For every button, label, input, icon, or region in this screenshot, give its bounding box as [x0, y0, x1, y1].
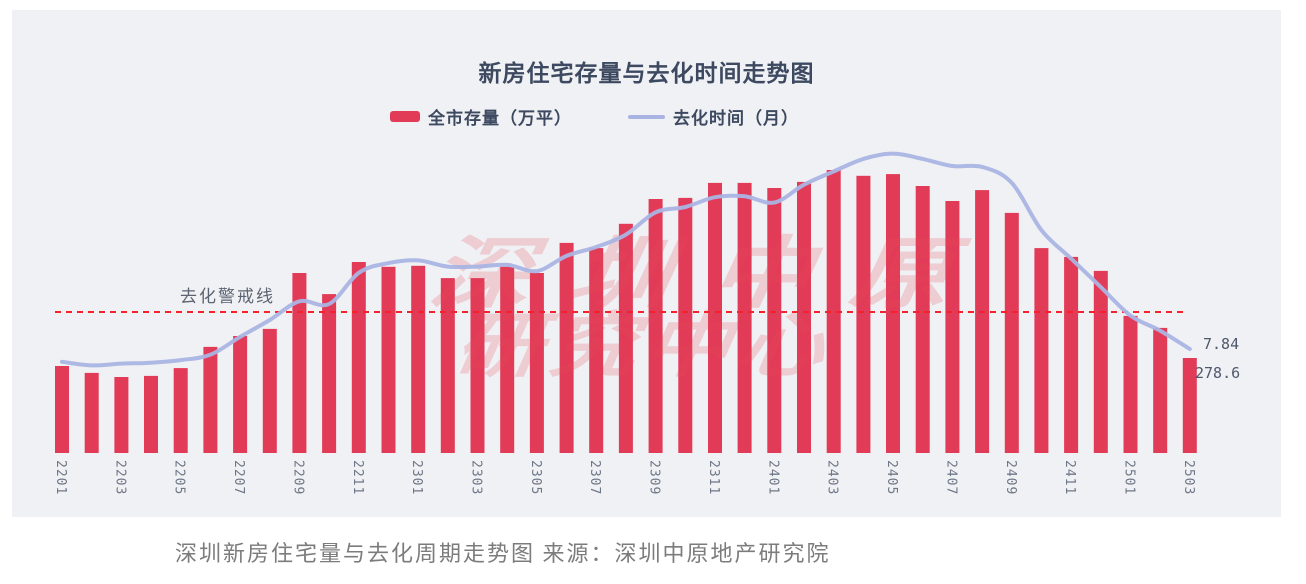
- watermark-text-line2: 研究中心: [450, 306, 838, 386]
- inventory-bar-2302: [440, 278, 455, 453]
- inventory-bar-2502: [1153, 327, 1168, 453]
- x-tick-label-2303: 2303: [469, 460, 484, 495]
- line-end-value-label: 7.84: [1203, 335, 1240, 353]
- x-tick-label-2203: 2203: [112, 460, 127, 495]
- inventory-bar-2405: [886, 174, 900, 453]
- x-tick-label-2501: 2501: [1121, 460, 1136, 495]
- inventory-bar-2403: [826, 170, 841, 453]
- x-tick-label-2305: 2305: [528, 460, 543, 495]
- inventory-bar-2501: [1123, 315, 1138, 453]
- warning-line-label: 去化警戒线: [180, 287, 275, 306]
- inventory-bar-2410: [1034, 248, 1049, 453]
- inventory-bar-2304: [500, 266, 515, 453]
- x-tick-label-2401: 2401: [765, 460, 780, 495]
- legend-label-inventory: 全市存量（万平）: [428, 109, 572, 128]
- chart-title: 新房住宅存量与去化时间走势图: [478, 60, 815, 86]
- legend: 全市存量（万平） 去化时间（月）: [390, 104, 799, 129]
- x-tick-label-2205: 2205: [172, 460, 187, 495]
- bar-end-value-label: 278.6: [1195, 364, 1241, 382]
- x-tick-label-2201: 2201: [53, 460, 68, 495]
- inventory-bar-2306: [559, 242, 574, 453]
- x-tick-label-2301: 2301: [409, 460, 424, 495]
- inventory-bar-2407: [945, 201, 960, 453]
- x-tick-label-2307: 2307: [587, 460, 602, 495]
- inventory-bar-2406: [915, 186, 930, 453]
- legend-line-swatch-icon: [628, 114, 665, 119]
- inventory-bar-2309: [648, 199, 663, 453]
- inventory-bar-2206: [203, 346, 218, 453]
- inventory-bar-2212: [381, 266, 396, 453]
- chart-panel: 2201 2203 2205 2207 2209 2211 2301 2303 2305 2307…: [12, 10, 1281, 517]
- x-tick-label-2411: 2411: [1062, 460, 1077, 495]
- inventory-bar-2211: [351, 262, 366, 453]
- x-tick-label-2309: 2309: [647, 460, 662, 495]
- inventory-bar-2208: [262, 328, 277, 453]
- inventory-bar-2408: [975, 190, 990, 453]
- x-tick-label-2311: 2311: [706, 460, 721, 495]
- inventory-bar-2205: [173, 368, 188, 453]
- x-tick-label-2209: 2209: [290, 460, 305, 495]
- inventory-bar-2209: [292, 273, 307, 453]
- x-tick-label-2405: 2405: [884, 460, 899, 495]
- inventory-bar-2308: [618, 223, 633, 453]
- legend-item-months[interactable]: 去化时间（月）: [628, 104, 799, 129]
- inventory-bar-2409: [1004, 212, 1019, 453]
- legend-bar-swatch-icon: [390, 111, 420, 122]
- x-tick-label-2211: 2211: [350, 460, 365, 495]
- inventory-bar-2307: [589, 248, 604, 453]
- inventory-bar-2301: [411, 265, 426, 453]
- inventory-bar-2201: [55, 366, 69, 453]
- inventory-bar-2204: [144, 375, 158, 453]
- inventory-bar-2210: [322, 294, 337, 453]
- legend-item-inventory[interactable]: 全市存量（万平）: [390, 104, 572, 129]
- inventory-bar-2402: [797, 181, 811, 453]
- inventory-bar-2310: [678, 197, 693, 453]
- inventory-bar-2202: [84, 372, 99, 453]
- inventory-bar-2207: [233, 336, 248, 453]
- watermark-text-line1: 深圳中原: [424, 230, 998, 318]
- inventory-bar-2404: [856, 175, 871, 454]
- x-tick-label-2409: 2409: [1003, 460, 1018, 495]
- inventory-bar-2312: [737, 182, 752, 453]
- inventory-bar-2305: [529, 273, 544, 453]
- inventory-bar-2203: [114, 377, 129, 453]
- caption: 深圳新房住宅量与去化周期走势图 来源：深圳中原地产研究院: [175, 541, 831, 566]
- legend-label-months: 去化时间（月）: [673, 109, 799, 128]
- x-tick-label-2503: 2503: [1181, 460, 1196, 495]
- inventory-bar-2303: [470, 278, 485, 453]
- inventory-bar-2412: [1093, 270, 1108, 453]
- x-tick-label-2207: 2207: [231, 460, 246, 495]
- inventory-bar-2401: [767, 188, 782, 453]
- x-tick-label-2403: 2403: [825, 460, 840, 495]
- x-tick-label-2407: 2407: [943, 460, 958, 495]
- inventory-bar-2411: [1064, 256, 1079, 453]
- inventory-bar-2311: [708, 182, 722, 453]
- destocking-trend-line: [60, 151, 1192, 368]
